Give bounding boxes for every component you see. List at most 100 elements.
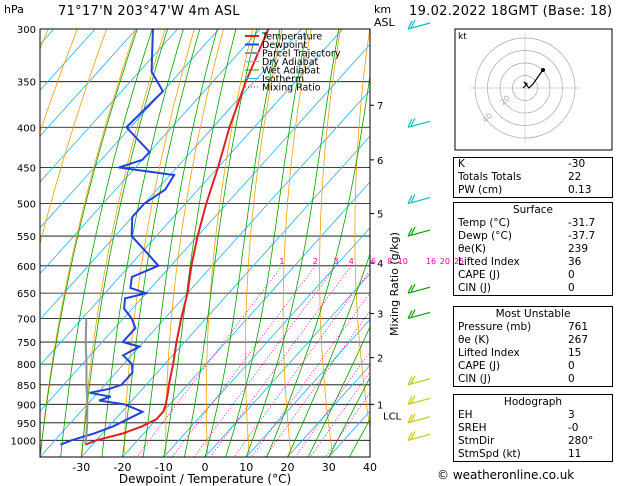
dry-adiabat-line <box>244 29 283 454</box>
dry-adiabat-line <box>40 29 78 134</box>
most-unstable-title: Most Unstable <box>495 308 571 320</box>
pressure-tick-label: 800 <box>17 360 36 371</box>
dry-adiabat-line <box>354 29 370 431</box>
legend-label: Isotherm <box>262 74 304 85</box>
wet-adiabat-line <box>122 29 201 457</box>
indices-table: K -30 Totals Totals 22 PW (cm) 0.13 <box>453 157 613 198</box>
pressure-tick-label: 850 <box>17 381 36 392</box>
wind-barb <box>407 395 431 405</box>
series-dewpoint <box>60 29 176 446</box>
index-row: K -30 <box>458 158 586 170</box>
mixing-ratio-line <box>251 292 370 457</box>
isotherm-line <box>204 273 370 457</box>
wet-adiabat-line <box>142 29 218 457</box>
pressure-tick-label: 600 <box>17 262 36 273</box>
wet-adiabat-line <box>204 29 281 457</box>
km-tick-label: 1 <box>377 400 383 411</box>
wind-barb <box>407 194 431 205</box>
datetime-header: 19.02.2022 18GMT (Base: 18) <box>409 4 613 19</box>
pressure-tick-label: 1000 <box>11 436 36 447</box>
isotherm-line <box>40 29 261 275</box>
dry-adiabat-line <box>319 29 341 454</box>
legend-label: Wet Adiabat <box>262 66 320 77</box>
dry-adiabat-line <box>123 29 195 454</box>
wet-adiabat-line <box>184 29 258 457</box>
mixing-ratio-label: 16 <box>426 257 436 266</box>
km-axis-label: ASL <box>374 16 396 29</box>
hodograph-end-marker <box>541 68 545 72</box>
mixing-ratio-line <box>264 310 370 457</box>
location-header: 71°17'N 203°47'W 4m ASL <box>58 4 240 19</box>
pressure-tick-label: 500 <box>17 200 36 211</box>
mixing-ratio-label: 4 <box>349 257 354 266</box>
wind-barb <box>407 309 431 320</box>
pressure-tick-label: 450 <box>17 164 36 175</box>
dry-adiabat-line <box>82 29 166 454</box>
isotherm-line <box>246 318 370 457</box>
mixing-ratio-line <box>171 265 316 457</box>
legend-label: Temperature <box>261 32 322 43</box>
wet-adiabat-line <box>287 252 370 457</box>
wet-adiabat-line <box>40 29 138 457</box>
wind-barb <box>407 431 431 441</box>
wet-adiabat-line <box>307 325 370 457</box>
pressure-tick-label: 400 <box>17 123 36 134</box>
index-row: PW (cm) 0.13 <box>458 184 592 196</box>
plot-frame <box>39 28 371 458</box>
mixing-ratio-label: 20 <box>440 257 450 266</box>
hodograph-unit-label: kt <box>458 32 467 42</box>
wet-adiabat-line <box>163 29 237 457</box>
km-tick-label: 3 <box>377 310 383 321</box>
series-parcel-trajectory <box>84 318 89 445</box>
pressure-tick-label: 650 <box>17 289 36 300</box>
km-axis-label: km <box>374 3 391 16</box>
hodograph-frame <box>454 28 613 151</box>
wind-barb <box>407 19 431 30</box>
isotherm-line <box>40 89 370 457</box>
legend-label: Dewpoint <box>262 40 307 51</box>
wet-adiabat-line <box>101 29 184 457</box>
temperature-tick-label: 40 <box>363 461 377 474</box>
hodograph-table: Hodograph EH 3 SREH -0 StmDir 280° StmSpd (… <box>453 394 613 462</box>
index-row: Totals Totals 22 <box>458 171 582 183</box>
temperature-tick-label: 10 <box>239 461 253 474</box>
mixing-ratio-line <box>209 265 352 457</box>
mixing-ratio-line <box>193 265 337 457</box>
wet-adiabat-line <box>225 29 308 457</box>
dry-adiabat-line <box>165 29 224 454</box>
isotherm-line <box>81 135 370 457</box>
pressure-tick-label: 550 <box>17 232 36 243</box>
mixing-ratio-axis-label: Mixing Ratio (g/kg) <box>388 232 401 336</box>
hodograph-ring-label: 40 <box>481 111 495 125</box>
temperature-tick-label: -10 <box>155 461 173 474</box>
sounding-series <box>60 29 270 446</box>
mixing-ratio-label: 3 <box>333 257 338 266</box>
pressure-tick-label: 350 <box>17 78 36 89</box>
wind-barb <box>407 118 431 128</box>
surface-table: Surface Temp (°C) -31.7 Dewp (°C) -37.7 θe… <box>453 202 613 296</box>
km-tick-label: 5 <box>377 210 383 221</box>
pressure-tick-label: 950 <box>17 419 36 430</box>
pressure-tick-label: 900 <box>17 400 36 411</box>
mixing-ratio-label: 10 <box>398 257 408 266</box>
mixing-ratio-label: 2 <box>313 257 318 266</box>
isotherm-line <box>0 29 13 457</box>
pressure-tick-label: 700 <box>17 314 36 325</box>
km-tick-label: 2 <box>377 354 383 365</box>
mixing-ratio-line <box>136 265 283 457</box>
wind-barbs <box>407 19 431 441</box>
x-axis-label: Dewpoint / Temperature (°C) <box>119 472 291 486</box>
temperature-tick-label: -20 <box>114 461 132 474</box>
most-unstable-table: Most Unstable Pressure (mb) 761 θe (K) 267… <box>453 306 613 387</box>
series-temperature <box>84 29 270 446</box>
km-tick-label: 6 <box>377 156 383 167</box>
wind-barb <box>407 375 431 386</box>
km-tick-label: 7 <box>377 101 383 112</box>
wind-barb <box>407 283 431 294</box>
mixing-ratio-label: 8 <box>387 257 392 266</box>
mixing-ratio-label: 6 <box>371 257 376 266</box>
dry-adiabat-line <box>40 29 107 246</box>
hodograph-trace <box>522 69 544 89</box>
